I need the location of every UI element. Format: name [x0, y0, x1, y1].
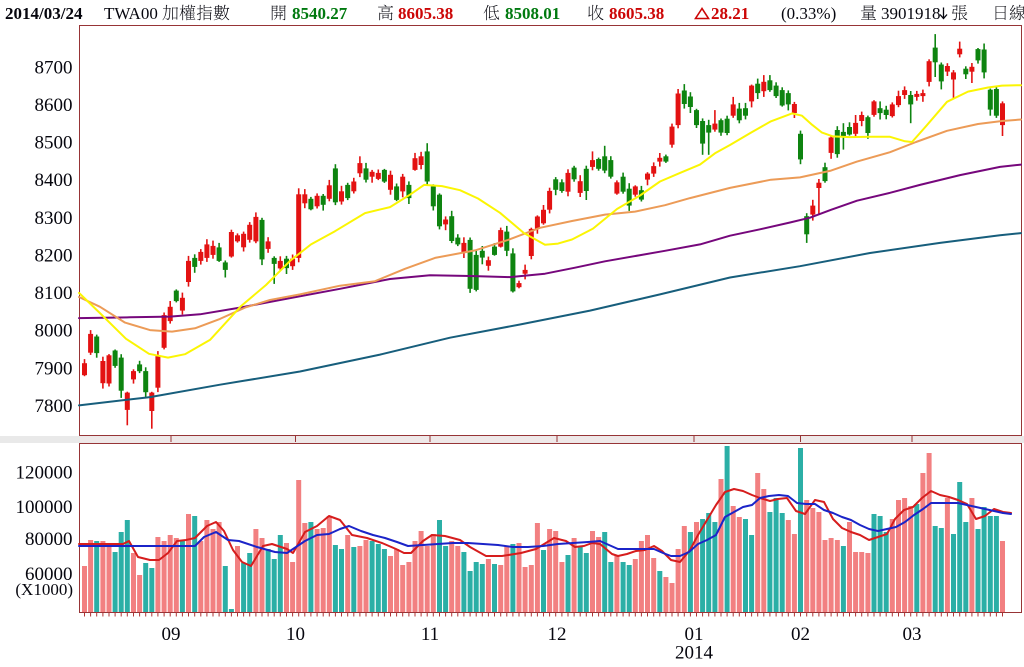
- svg-text:60000: 60000: [25, 564, 73, 585]
- svg-text:8300: 8300: [35, 208, 73, 229]
- svg-text:7800: 7800: [35, 396, 73, 417]
- svg-text:2014/03/24: 2014/03/24: [5, 4, 83, 23]
- svg-text:8605.38: 8605.38: [398, 4, 453, 23]
- svg-text:3901918: 3901918: [881, 4, 941, 23]
- svg-text:8000: 8000: [35, 321, 73, 342]
- svg-text:8508.01: 8508.01: [505, 4, 560, 23]
- svg-text:8605.38: 8605.38: [609, 4, 664, 23]
- svg-text:03: 03: [903, 624, 922, 645]
- svg-text:120000: 120000: [16, 463, 73, 484]
- svg-text:02: 02: [791, 624, 810, 645]
- svg-text:8540.27: 8540.27: [292, 4, 348, 23]
- svg-text:01: 01: [685, 624, 704, 645]
- svg-text:TWA00: TWA00: [104, 4, 158, 23]
- svg-text:8700: 8700: [35, 57, 73, 78]
- svg-text:11: 11: [421, 624, 439, 645]
- svg-text:09: 09: [162, 624, 181, 645]
- svg-text:7900: 7900: [35, 358, 73, 379]
- svg-text:(X1000): (X1000): [15, 580, 73, 599]
- svg-text:8200: 8200: [35, 245, 73, 266]
- svg-text:10: 10: [286, 624, 305, 645]
- svg-text:2014: 2014: [675, 643, 714, 663]
- svg-text:8400: 8400: [35, 170, 73, 191]
- svg-text:8500: 8500: [35, 133, 73, 154]
- svg-text:80000: 80000: [25, 529, 73, 550]
- svg-text:8600: 8600: [35, 95, 73, 116]
- svg-text:12: 12: [548, 624, 567, 645]
- svg-text:(0.33%): (0.33%): [781, 4, 836, 23]
- svg-text:8100: 8100: [35, 283, 73, 304]
- svg-text:28.21: 28.21: [711, 4, 749, 23]
- svg-text:100000: 100000: [16, 497, 73, 518]
